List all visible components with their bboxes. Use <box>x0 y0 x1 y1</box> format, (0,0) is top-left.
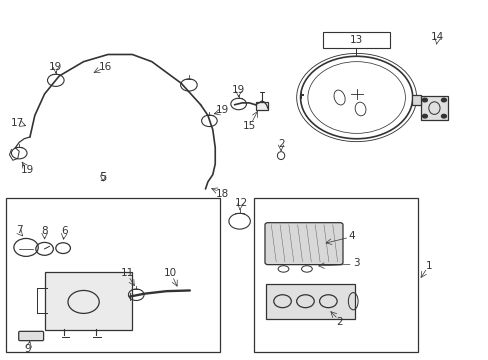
Text: 8: 8 <box>41 226 48 236</box>
Bar <box>322 32 389 48</box>
Text: 19: 19 <box>231 85 245 95</box>
Text: 14: 14 <box>429 32 443 41</box>
Circle shape <box>422 114 427 118</box>
Text: 17: 17 <box>11 118 24 128</box>
Text: 7: 7 <box>16 225 22 235</box>
Text: 11: 11 <box>121 268 134 278</box>
Circle shape <box>441 114 446 118</box>
Text: 16: 16 <box>99 62 112 72</box>
Bar <box>420 96 447 120</box>
FancyBboxPatch shape <box>45 272 132 330</box>
Text: 1: 1 <box>425 261 431 271</box>
Text: 2: 2 <box>277 139 284 149</box>
Text: 6: 6 <box>61 226 67 236</box>
Text: 18: 18 <box>216 189 229 199</box>
FancyBboxPatch shape <box>19 331 43 341</box>
Text: 15: 15 <box>242 121 256 131</box>
Circle shape <box>422 98 427 102</box>
Text: 9: 9 <box>24 343 31 354</box>
FancyBboxPatch shape <box>266 284 354 319</box>
Text: 19: 19 <box>49 62 62 72</box>
Text: 10: 10 <box>163 268 177 278</box>
Bar <box>254 198 417 352</box>
FancyBboxPatch shape <box>264 223 342 265</box>
FancyBboxPatch shape <box>256 102 267 111</box>
Text: 13: 13 <box>349 35 362 45</box>
Text: 19: 19 <box>216 105 229 115</box>
Text: 19: 19 <box>21 165 34 175</box>
Circle shape <box>441 98 446 102</box>
FancyBboxPatch shape <box>411 95 420 105</box>
Text: 5: 5 <box>99 171 106 184</box>
Text: 4: 4 <box>348 231 354 240</box>
Bar <box>5 198 220 352</box>
Text: 2: 2 <box>336 317 342 327</box>
Text: 12: 12 <box>234 198 247 208</box>
Text: 3: 3 <box>353 258 359 268</box>
